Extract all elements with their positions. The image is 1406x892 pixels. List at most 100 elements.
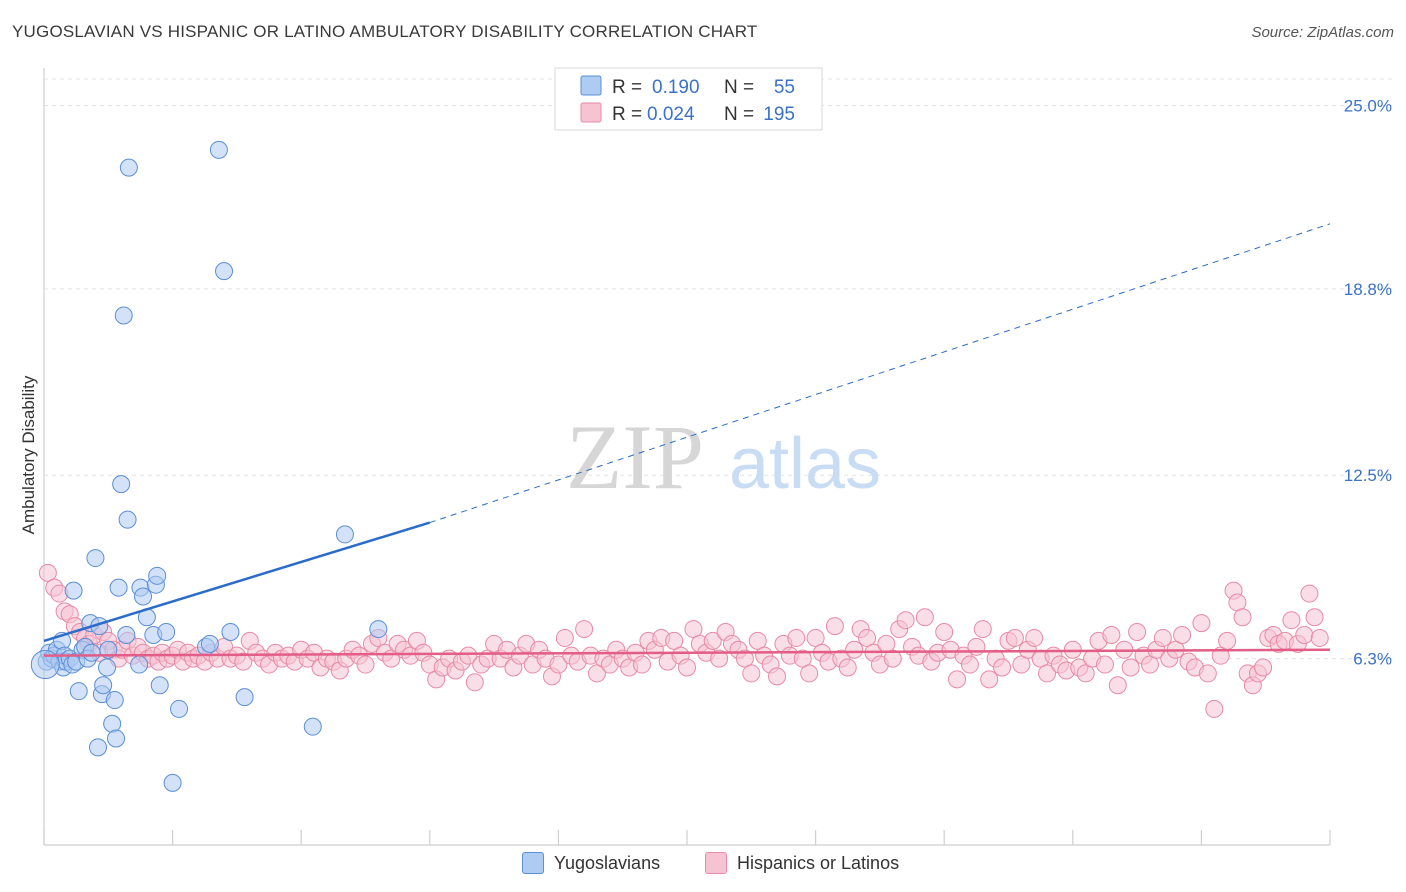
data-point-yugoslavian: [98, 658, 117, 677]
data-point-yugoslavian: [30, 650, 60, 680]
data-point-yugoslavian: [303, 717, 322, 736]
watermark-atlas: atlas: [729, 424, 881, 504]
data-point-yugoslavian: [130, 655, 149, 674]
data-point-yugoslavian: [109, 578, 128, 597]
data-point-hispanic: [960, 655, 979, 674]
legend-label: Hispanics or Latinos: [737, 852, 900, 873]
y-tick-label: 6.3%: [1353, 650, 1392, 669]
data-point-yugoslavian: [114, 306, 133, 325]
data-point-yugoslavian: [69, 682, 88, 701]
data-point-hispanic: [973, 620, 992, 639]
data-point-yugoslavian: [134, 587, 153, 606]
data-point-hispanic: [1038, 664, 1057, 683]
data-point-hispanic: [1254, 658, 1273, 677]
data-point-yugoslavian: [119, 158, 138, 177]
data-point-hispanic: [768, 667, 787, 686]
data-point-yugoslavian: [170, 699, 189, 718]
watermark-zip: ZIP: [566, 406, 704, 508]
data-point-hispanic: [575, 620, 594, 639]
data-point-yugoslavian: [157, 623, 176, 642]
data-point-hispanic: [1205, 699, 1224, 718]
axes: [43, 68, 1331, 846]
data-point-hispanic: [555, 628, 574, 647]
data-point-yugoslavian: [64, 581, 83, 600]
data-point-yugoslavian: [150, 676, 169, 695]
data-point-hispanic: [838, 658, 857, 677]
data-point-hispanic: [1025, 628, 1044, 647]
y-tick-label: 25.0%: [1344, 96, 1392, 115]
hispanic-points: [38, 563, 1329, 718]
legend-top: R = 0.190 N = 55 R = 0.024 N = 195: [554, 67, 823, 131]
data-point-yugoslavian: [221, 623, 240, 642]
data-point-yugoslavian: [148, 566, 167, 585]
data-point-yugoslavian: [103, 714, 122, 733]
data-point-yugoslavian: [335, 525, 354, 544]
tick-labels: 6.3%12.5%18.8%25.0%0.0%100.0%: [1344, 96, 1392, 669]
data-point-hispanic: [896, 611, 915, 630]
legend-pink-swatch: [580, 102, 602, 123]
data-point-yugoslavian: [118, 510, 137, 529]
data-point-hispanic: [1218, 631, 1237, 650]
data-point-hispanic: [678, 658, 696, 677]
legend-label: Yugoslavians: [554, 852, 661, 873]
legend-n-label: N =: [724, 77, 754, 98]
data-point-yugoslavian: [117, 625, 136, 644]
data-point-hispanic: [549, 655, 568, 674]
watermark: ZIP atlas: [566, 406, 881, 508]
data-point-hispanic: [845, 640, 864, 659]
data-point-hispanic: [1108, 676, 1127, 695]
data-point-hispanic: [710, 649, 729, 668]
data-point-yugoslavian: [112, 475, 131, 494]
chart-title: YUGOSLAVIAN VS HISPANIC OR LATINO AMBULA…: [12, 22, 758, 41]
legend-swatch-pink: [705, 852, 727, 874]
data-point-hispanic: [459, 646, 478, 665]
y-tick-label: 18.8%: [1344, 280, 1392, 299]
data-point-yugoslavian: [86, 549, 105, 568]
data-point-hispanic: [465, 673, 484, 692]
trend-line-hispanic: [43, 648, 1331, 657]
data-point-hispanic: [1005, 628, 1024, 647]
data-point-hispanic: [1295, 625, 1314, 644]
data-point-hispanic: [1173, 625, 1192, 644]
y-axis-label: Ambulatory Disability: [19, 375, 38, 534]
trend-line-yugoslavian-extension: [429, 223, 1331, 524]
data-point-yugoslavian: [200, 634, 219, 653]
legend-r-label: R =: [612, 77, 642, 98]
trend-lines: [43, 223, 1331, 657]
data-point-hispanic: [883, 649, 902, 668]
data-point-hispanic: [1198, 664, 1217, 683]
legend-n-label: N =: [724, 104, 754, 125]
data-point-yugoslavian: [94, 676, 113, 695]
data-point-hispanic: [1095, 655, 1114, 674]
legend-swatch-blue: [522, 852, 544, 874]
data-point-hispanic: [1102, 625, 1121, 644]
data-point-hispanic: [1282, 611, 1301, 630]
legend-blue-swatch: [580, 75, 602, 96]
data-point-hispanic: [1233, 608, 1252, 627]
data-point-hispanic: [234, 652, 253, 671]
data-point-hispanic: [948, 670, 967, 689]
data-point-hispanic: [1310, 628, 1329, 647]
trend-line-yugoslavian: [43, 521, 431, 643]
data-point-hispanic: [703, 631, 722, 650]
data-point-yugoslavian: [235, 688, 254, 707]
data-point-yugoslavian: [105, 691, 124, 710]
legend-n-value: 55: [774, 77, 795, 98]
data-point-hispanic: [1121, 658, 1140, 677]
data-point-yugoslavian: [82, 643, 101, 662]
data-point-hispanic: [787, 628, 806, 647]
data-point-hispanic: [1300, 584, 1319, 603]
data-point-hispanic: [967, 637, 986, 656]
data-point-yugoslavian: [209, 140, 228, 159]
data-point-hispanic: [980, 670, 999, 689]
data-point-yugoslavian: [107, 729, 126, 748]
legend-item-yugoslavians[interactable]: Yugoslavians: [522, 852, 660, 874]
data-point-hispanic: [935, 623, 954, 642]
legend-r-label: R =: [612, 104, 642, 125]
data-point-yugoslavian: [215, 262, 234, 281]
y-tick-label: 12.5%: [1344, 466, 1392, 485]
legend-item-hispanics[interactable]: Hispanics or Latinos: [705, 852, 899, 874]
data-point-hispanic: [356, 655, 375, 674]
data-point-hispanic: [800, 664, 819, 683]
data-point-hispanic: [825, 617, 844, 636]
